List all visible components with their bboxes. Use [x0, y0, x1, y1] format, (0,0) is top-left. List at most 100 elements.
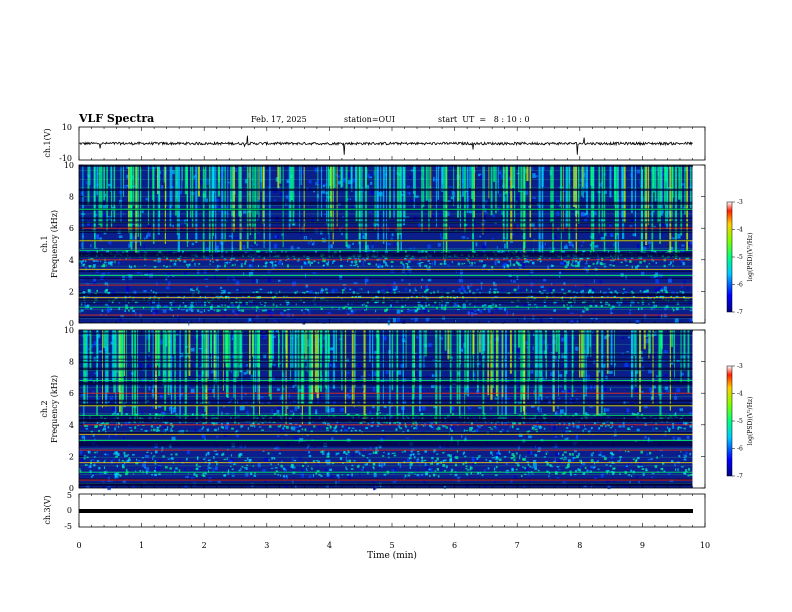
spectrogram-speckle	[209, 465, 213, 469]
spectrogram-speckle	[308, 244, 310, 246]
spectrogram-speckle	[492, 281, 496, 287]
spectrogram-speckle	[139, 363, 142, 369]
spectrogram-burst	[191, 165, 194, 228]
spectrogram-burst	[249, 165, 252, 236]
spectrogram-band	[393, 454, 397, 457]
spectrogram-band	[218, 250, 220, 253]
spectrogram-speckle	[268, 185, 270, 190]
spectrogram-speckle	[299, 473, 301, 475]
spectrogram-speckle	[554, 457, 556, 461]
spectrogram-speckle	[392, 317, 396, 323]
spectrogram-band	[277, 463, 279, 465]
spectrogram-band	[567, 306, 570, 310]
spectrogram-speckle	[680, 259, 684, 263]
spectrogram-band	[640, 466, 644, 468]
spectrogram-speckle	[485, 458, 488, 461]
spectrogram-speckle	[335, 288, 337, 292]
spectrogram-speckle	[296, 336, 298, 338]
spectrogram-speckle	[594, 476, 597, 479]
spectrogram-speckle	[593, 385, 597, 390]
spectrogram-speckle	[190, 467, 192, 470]
spectrogram-band	[350, 429, 353, 432]
spectrogram-band	[528, 471, 530, 474]
spectrogram-band	[104, 292, 107, 294]
spectrogram-band	[577, 264, 580, 268]
spectrogram-speckle	[552, 247, 555, 251]
spectrogram-speckle	[453, 234, 456, 237]
spectrogram-band	[96, 250, 99, 254]
spectrogram-speckle	[468, 291, 472, 296]
spectrogram-speckle	[273, 243, 278, 249]
spectrogram-speckle	[267, 310, 271, 313]
spectrogram-speckle	[291, 466, 296, 469]
spectrogram-band	[92, 259, 95, 262]
spectrogram-speckle	[425, 295, 428, 300]
spectrogram-band	[375, 309, 377, 313]
spectrogram-burst	[169, 165, 172, 227]
spectrogram-speckle	[252, 301, 256, 304]
spectrogram-speckle	[571, 426, 576, 428]
spectrogram-burst	[393, 165, 395, 219]
spectrogram-speckle	[206, 468, 209, 471]
spectrogram-band	[169, 307, 172, 310]
spectrogram-speckle	[271, 409, 273, 414]
spectrogram-band	[283, 309, 287, 312]
spectrogram-speckle	[600, 473, 604, 478]
spectrogram-band	[245, 466, 248, 470]
spectrogram-band	[152, 455, 156, 457]
spectrogram-band	[495, 455, 499, 459]
spectrogram-burst	[609, 165, 612, 198]
spectrogram-speckle	[364, 469, 366, 473]
spectrogram-band	[211, 421, 214, 425]
spectrogram-speckle	[161, 417, 164, 420]
spectrogram-speckle	[180, 226, 183, 231]
spectrogram-band	[513, 264, 515, 266]
spectrogram-band	[89, 462, 93, 465]
spectrogram-speckle	[361, 309, 364, 312]
spectrogram-speckle	[523, 304, 527, 307]
spectrogram-speckle	[572, 387, 575, 390]
spectrogram-speckle	[441, 421, 444, 424]
spectrogram-band	[306, 469, 308, 471]
spectrogram-band	[417, 453, 421, 455]
spectrogram-speckle	[407, 471, 411, 475]
spectrogram-band	[430, 462, 433, 465]
spectrogram-band	[133, 265, 136, 268]
spectrogram-band	[265, 261, 268, 264]
spectrogram-burst	[488, 165, 490, 199]
spectrogram-band	[572, 453, 574, 456]
spectrogram-burst	[123, 165, 125, 197]
spectrogram-band	[424, 264, 427, 268]
spectrogram-speckle	[495, 364, 497, 368]
spectrogram-speckle	[590, 453, 594, 457]
spectrogram-speckle	[229, 472, 232, 475]
spectrogram-speckle	[105, 453, 110, 456]
spectrogram-band	[562, 459, 566, 461]
spectrogram-speckle	[381, 392, 384, 398]
spectrogram-speckle	[478, 407, 482, 409]
spectrogram-band	[563, 260, 567, 262]
spectrogram-speckle	[279, 192, 284, 198]
spectrogram-band	[139, 470, 142, 472]
spectrogram-speckle	[322, 318, 326, 324]
spectrogram-speckle	[190, 347, 195, 352]
spectrogram-band	[336, 474, 339, 477]
spectrogram-speckle	[109, 395, 114, 401]
spectrogram-speckle	[609, 435, 612, 438]
spectrogram-speckle	[608, 224, 612, 228]
spectrogram-band	[360, 288, 363, 290]
spectrogram-band	[383, 473, 387, 476]
spectrogram-band	[132, 453, 135, 456]
spectrogram-speckle	[298, 317, 300, 320]
spectrogram-speckle	[306, 251, 308, 254]
spectrogram-speckle	[206, 446, 210, 451]
spectrogram-speckle	[352, 454, 355, 458]
spectrogram-band	[307, 309, 309, 312]
spectrogram-band	[556, 465, 560, 468]
spectrogram-burst	[443, 165, 445, 259]
spectrogram-speckle	[521, 235, 525, 239]
spectrogram-speckle	[504, 243, 506, 249]
spectrogram-band	[661, 289, 664, 292]
spectrogram-speckle	[356, 256, 359, 260]
